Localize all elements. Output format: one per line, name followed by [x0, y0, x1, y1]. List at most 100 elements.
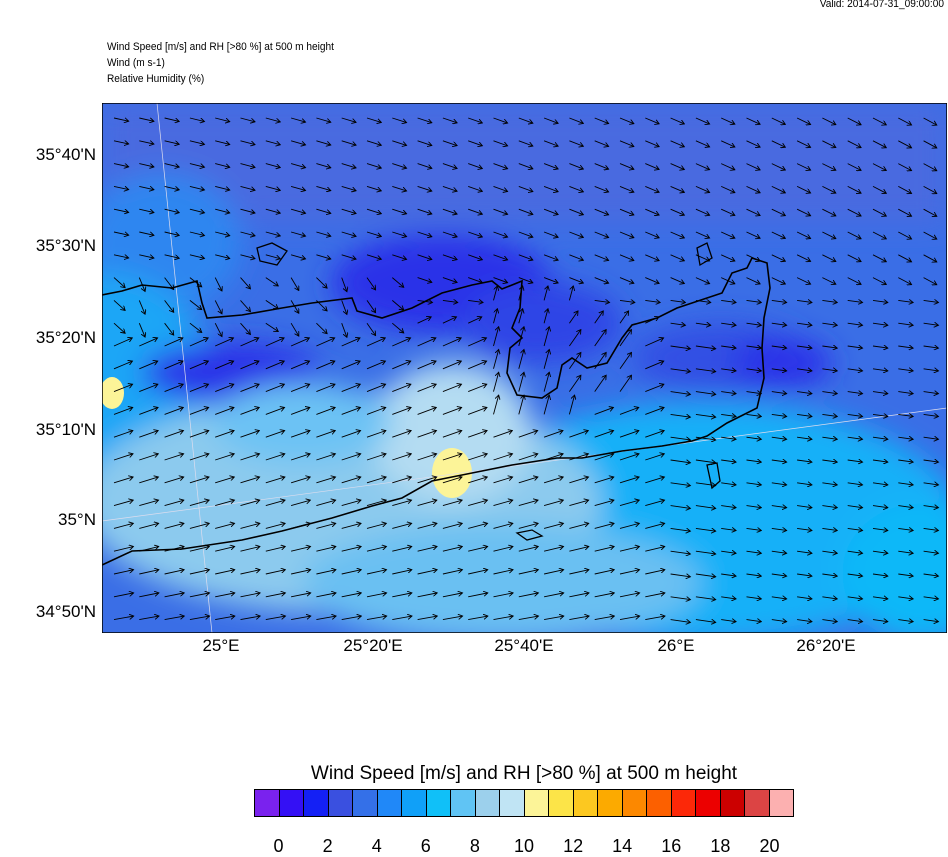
wind-arrow — [569, 570, 589, 575]
wind-arrow — [543, 500, 563, 507]
wind-arrow — [619, 375, 631, 392]
wind-arrow — [544, 616, 564, 621]
wind-arrow — [847, 574, 863, 576]
wind-arrow — [215, 361, 233, 370]
wind-arrow — [543, 163, 558, 169]
wind-arrow — [265, 254, 280, 259]
wind-arrow — [543, 208, 558, 214]
wind-arrow — [797, 437, 812, 439]
wind-arrow — [265, 231, 280, 236]
wind-arrow — [771, 369, 787, 371]
wind-arrow — [113, 185, 129, 189]
wind-arrow — [796, 277, 810, 285]
wind-arrow — [316, 163, 330, 168]
wind-arrow — [898, 597, 913, 599]
wind-arrow — [746, 323, 762, 325]
wind-arrow — [721, 185, 735, 192]
wind-arrow — [468, 117, 482, 123]
wind-arrow — [164, 454, 184, 461]
wind-arrow — [847, 369, 863, 371]
colorbar-swatch — [402, 790, 427, 816]
wind-arrow — [139, 163, 154, 167]
wind-arrow — [392, 407, 411, 415]
wind-arrow — [316, 407, 335, 415]
wind-arrow — [341, 140, 356, 145]
wind-arrow — [139, 117, 154, 121]
wind-arrow — [518, 395, 524, 415]
wind-arrow — [341, 323, 347, 337]
wind-arrow — [771, 254, 786, 261]
wind-arrow — [189, 208, 205, 213]
colorbar-swatch — [745, 790, 770, 816]
wind-arrow — [645, 384, 664, 393]
wind-arrow — [594, 300, 610, 302]
wind-arrow — [265, 454, 285, 461]
wind-arrow — [139, 616, 159, 621]
wind-arrow — [240, 454, 260, 461]
wind-arrow — [670, 231, 685, 238]
wind-arrow — [645, 254, 659, 261]
wind-arrow — [796, 140, 810, 148]
wind-arrow — [417, 185, 432, 191]
wind-arrow — [872, 186, 886, 193]
valid-time: Valid: 2014-07-31_09:00:00 — [819, 0, 944, 10]
wind-arrow — [518, 185, 533, 191]
wind-arrow — [265, 300, 278, 308]
wind-arrow — [721, 392, 736, 394]
wind-arrow — [493, 231, 508, 237]
wind-arrow — [645, 231, 659, 238]
colorbar-swatch — [573, 790, 598, 816]
wind-arrow — [594, 117, 609, 124]
wind-arrow — [898, 620, 913, 622]
wind-arrow — [822, 392, 837, 394]
wind-arrow — [417, 570, 438, 575]
wind-arrow — [164, 185, 180, 189]
wind-arrow — [872, 528, 888, 530]
wind-arrow — [518, 547, 538, 552]
wind-arrow — [113, 361, 132, 370]
wind-arrow — [189, 384, 209, 393]
wind-arrow — [265, 163, 280, 168]
wind-arrow — [898, 163, 911, 171]
wind-arrow — [898, 460, 913, 462]
wind-arrow — [265, 117, 280, 122]
wind-arrow — [341, 500, 361, 507]
wind-arrow — [543, 327, 549, 347]
wind-arrow — [493, 309, 498, 324]
wind-arrow — [872, 323, 888, 325]
wind-arrow — [923, 231, 937, 239]
wind-arrow — [518, 500, 538, 507]
wind-arrow — [746, 185, 761, 192]
wind-arrow — [113, 117, 129, 121]
wind-arrow — [923, 140, 937, 148]
wind-arrow — [493, 593, 514, 598]
wind-arrow — [341, 163, 356, 168]
wind-arrow — [847, 277, 861, 285]
wind-arrow — [822, 323, 837, 325]
wind-arrow — [721, 346, 736, 348]
wind-arrow — [847, 483, 863, 485]
wind-arrow — [442, 231, 457, 237]
wind-arrow — [468, 500, 487, 507]
wind-arrow — [746, 208, 761, 215]
wind-arrow — [847, 414, 863, 416]
wind-arrow — [898, 437, 913, 439]
wind-arrow — [139, 185, 154, 189]
colorbar-swatch — [524, 790, 549, 816]
wind-arrow — [493, 140, 508, 146]
wind-arrow — [771, 140, 786, 147]
wind-arrow — [468, 163, 482, 169]
wind-arrow — [164, 322, 174, 335]
wind-arrow — [366, 570, 387, 575]
wind-arrow — [746, 163, 761, 170]
wind-arrow — [417, 208, 432, 214]
wind-arrow — [215, 254, 230, 259]
wind-arrow — [898, 414, 913, 416]
wind-arrow — [113, 231, 129, 235]
wind-arrow — [695, 140, 710, 147]
wind-arrow — [290, 477, 310, 484]
wind-arrow — [619, 300, 635, 302]
wind-arrow — [645, 523, 664, 529]
wind-arrow — [594, 570, 615, 575]
wind-arrow — [594, 477, 614, 484]
